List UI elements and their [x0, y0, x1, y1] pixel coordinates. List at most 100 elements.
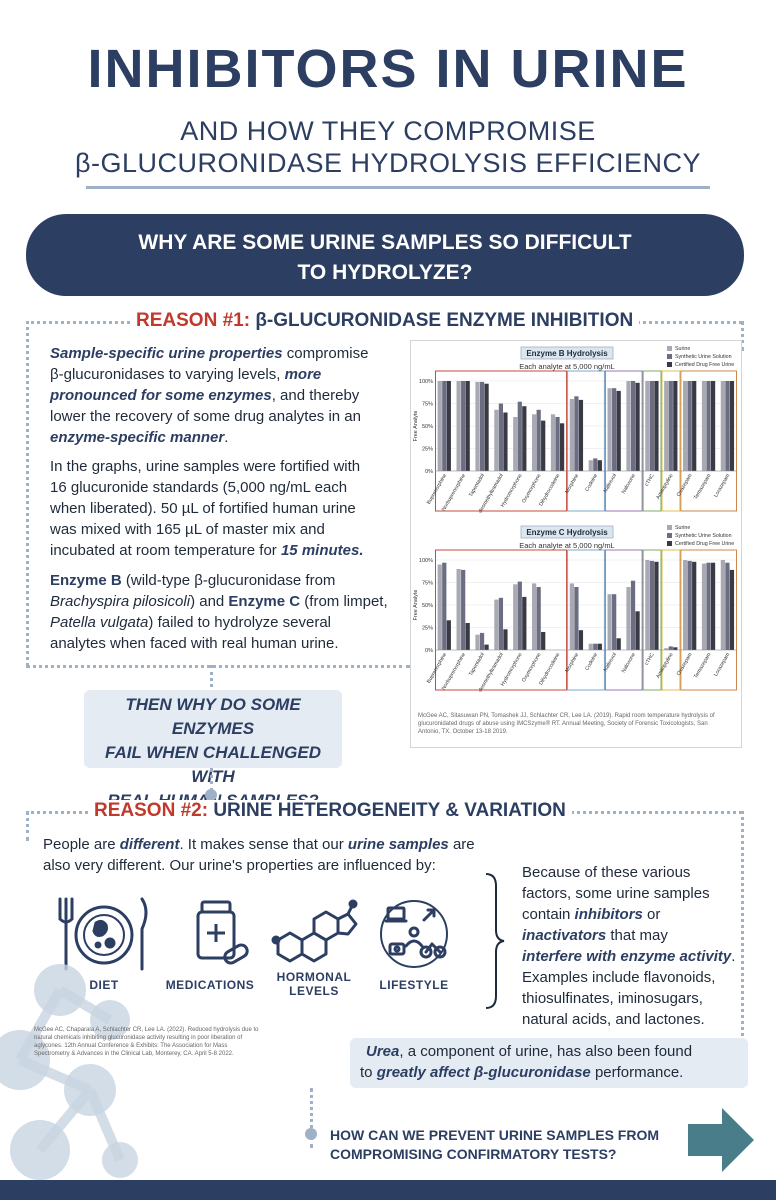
question-banner: WHY ARE SOME URINE SAMPLES SO DIFFICULT …: [26, 214, 744, 296]
reason1-label: REASON #1:: [136, 310, 251, 331]
analyte-group-box: [567, 549, 605, 691]
bar: [664, 648, 669, 650]
urea-callout: Urea, a component of urine, has also bee…: [350, 1038, 748, 1088]
bar: [503, 629, 508, 650]
enzyme-c-chart: Enzyme C Hydrolysis Each analyte at 5,000…: [413, 525, 737, 692]
x-tick-label: cTHC: [644, 473, 656, 488]
x-tick-label: Codeine: [584, 652, 599, 672]
x-tick-label: Dihydrocodeine: [538, 652, 561, 686]
analyte-group-box: [435, 370, 568, 512]
reason2-connector: [310, 1088, 313, 1148]
bar: [588, 643, 593, 650]
bar: [513, 417, 518, 471]
bar: [720, 381, 725, 471]
x-tick-label: Lorazepam: [713, 473, 731, 498]
bar: [597, 643, 602, 650]
bar: [710, 381, 716, 471]
bar: [664, 381, 669, 471]
analyte-group-box: [642, 370, 662, 512]
x-tick-label: Temazepam: [693, 652, 712, 679]
reason1-heading: REASON #1: β-GLUCURONIDASE ENZYME INHIBI…: [130, 310, 640, 332]
chart-title-box: Enzyme C Hydrolysis: [520, 525, 614, 539]
hormonal-label: HORMONAL LEVELS: [276, 970, 352, 998]
bar: [541, 632, 546, 650]
chart-reference: McGee AC, Sitasuwan PN, Tomashek JJ, Sch…: [418, 713, 715, 735]
bar: [522, 406, 527, 471]
reason1-frame-bottom: [26, 665, 410, 668]
reason2-frame-right: [741, 811, 744, 1036]
bar: [574, 587, 579, 650]
reason2-paragraph1: People are different. It makes sense tha…: [43, 836, 475, 874]
bar: [446, 381, 451, 471]
legend-entry: Synthetic Urine Solution: [675, 354, 732, 360]
bar: [645, 381, 650, 471]
bar: [649, 381, 655, 471]
bar: [668, 381, 673, 471]
bar: [616, 390, 621, 471]
bar: [630, 381, 636, 471]
reason1-paragraph1: Sample-specific urine properties comprom…: [50, 345, 369, 446]
diet-icon: [58, 897, 148, 971]
chart-subtitle: Each analyte at 5,000 ng/mL: [519, 541, 614, 550]
y-tick-label: 75%: [422, 581, 433, 587]
bar: [517, 581, 522, 650]
bar: [710, 562, 716, 650]
reason2-side-text: Because of these various factors, some u…: [522, 864, 736, 1028]
x-tick-label: Lorazepam: [713, 652, 731, 677]
brace-symbol: [485, 873, 505, 1009]
y-tick-label: 50%: [422, 424, 433, 430]
analyte-group-box: [661, 549, 681, 691]
x-tick-label: Codeine: [584, 473, 599, 493]
bar: [725, 381, 730, 471]
x-tick-label: Amitriptyline: [655, 652, 674, 680]
x-tick-label: Oxazepam: [676, 473, 694, 498]
bar: [456, 381, 461, 471]
legend-swatch: [667, 533, 672, 538]
connector-dot: [205, 789, 217, 801]
chart-title-box: Enzyme B Hydrolysis: [520, 346, 614, 360]
bar: [607, 388, 612, 471]
bar: [673, 647, 678, 650]
bar: [692, 561, 697, 650]
legend-entry: Certified Drug Free Urine: [675, 541, 734, 547]
bar: [437, 564, 442, 650]
bar: [465, 623, 470, 650]
bar: [461, 381, 466, 471]
y-tick-label: 50%: [422, 603, 433, 609]
x-tick-label: Naltrexol: [603, 652, 618, 673]
bar: [498, 597, 504, 650]
reason1-paragraph3: Enzyme B (wild-type β-glucuronidase from…: [50, 572, 388, 652]
diet-label: DIET: [89, 978, 119, 992]
y-tick-label: 100%: [419, 379, 433, 385]
bar: [522, 596, 527, 650]
legend-swatch: [667, 541, 672, 546]
legend-swatch: [667, 354, 672, 359]
bar: [465, 381, 470, 471]
x-tick-label: Temazepam: [693, 473, 712, 500]
x-tick-label: Tapentadol: [468, 652, 486, 677]
page-subtitle-line1: AND HOW THEY COMPROMISE: [180, 116, 596, 146]
next-arrow-icon[interactable]: [688, 1108, 754, 1172]
legend-entry: Certified Drug Free Urine: [675, 362, 734, 368]
bar: [569, 583, 574, 650]
reason2-title: URINE HETEROGENEITY & VARIATION: [213, 800, 566, 821]
molecule-decoration: [0, 964, 138, 1180]
bar: [649, 560, 655, 650]
chart-title: Enzyme B Hydrolysis: [526, 349, 608, 358]
analyte-group-box: [680, 370, 737, 512]
bar: [626, 381, 631, 471]
x-tick-label: Dihydrocodeine: [538, 473, 561, 507]
reason1-frame-right: [741, 321, 744, 351]
banner-line2: TO HYDROLYZE?: [297, 261, 473, 284]
bar: [645, 560, 650, 650]
analyte-group-box: [642, 549, 662, 691]
legend-entry: Surine: [675, 346, 690, 352]
next-connector-dot: [305, 1128, 317, 1140]
bar: [668, 646, 673, 650]
bar: [706, 562, 711, 650]
bar: [701, 563, 707, 650]
y-tick-label: 25%: [422, 626, 433, 632]
legend-swatch: [667, 362, 672, 367]
bar: [461, 569, 466, 650]
x-tick-label: Amitriptyline: [655, 473, 674, 501]
